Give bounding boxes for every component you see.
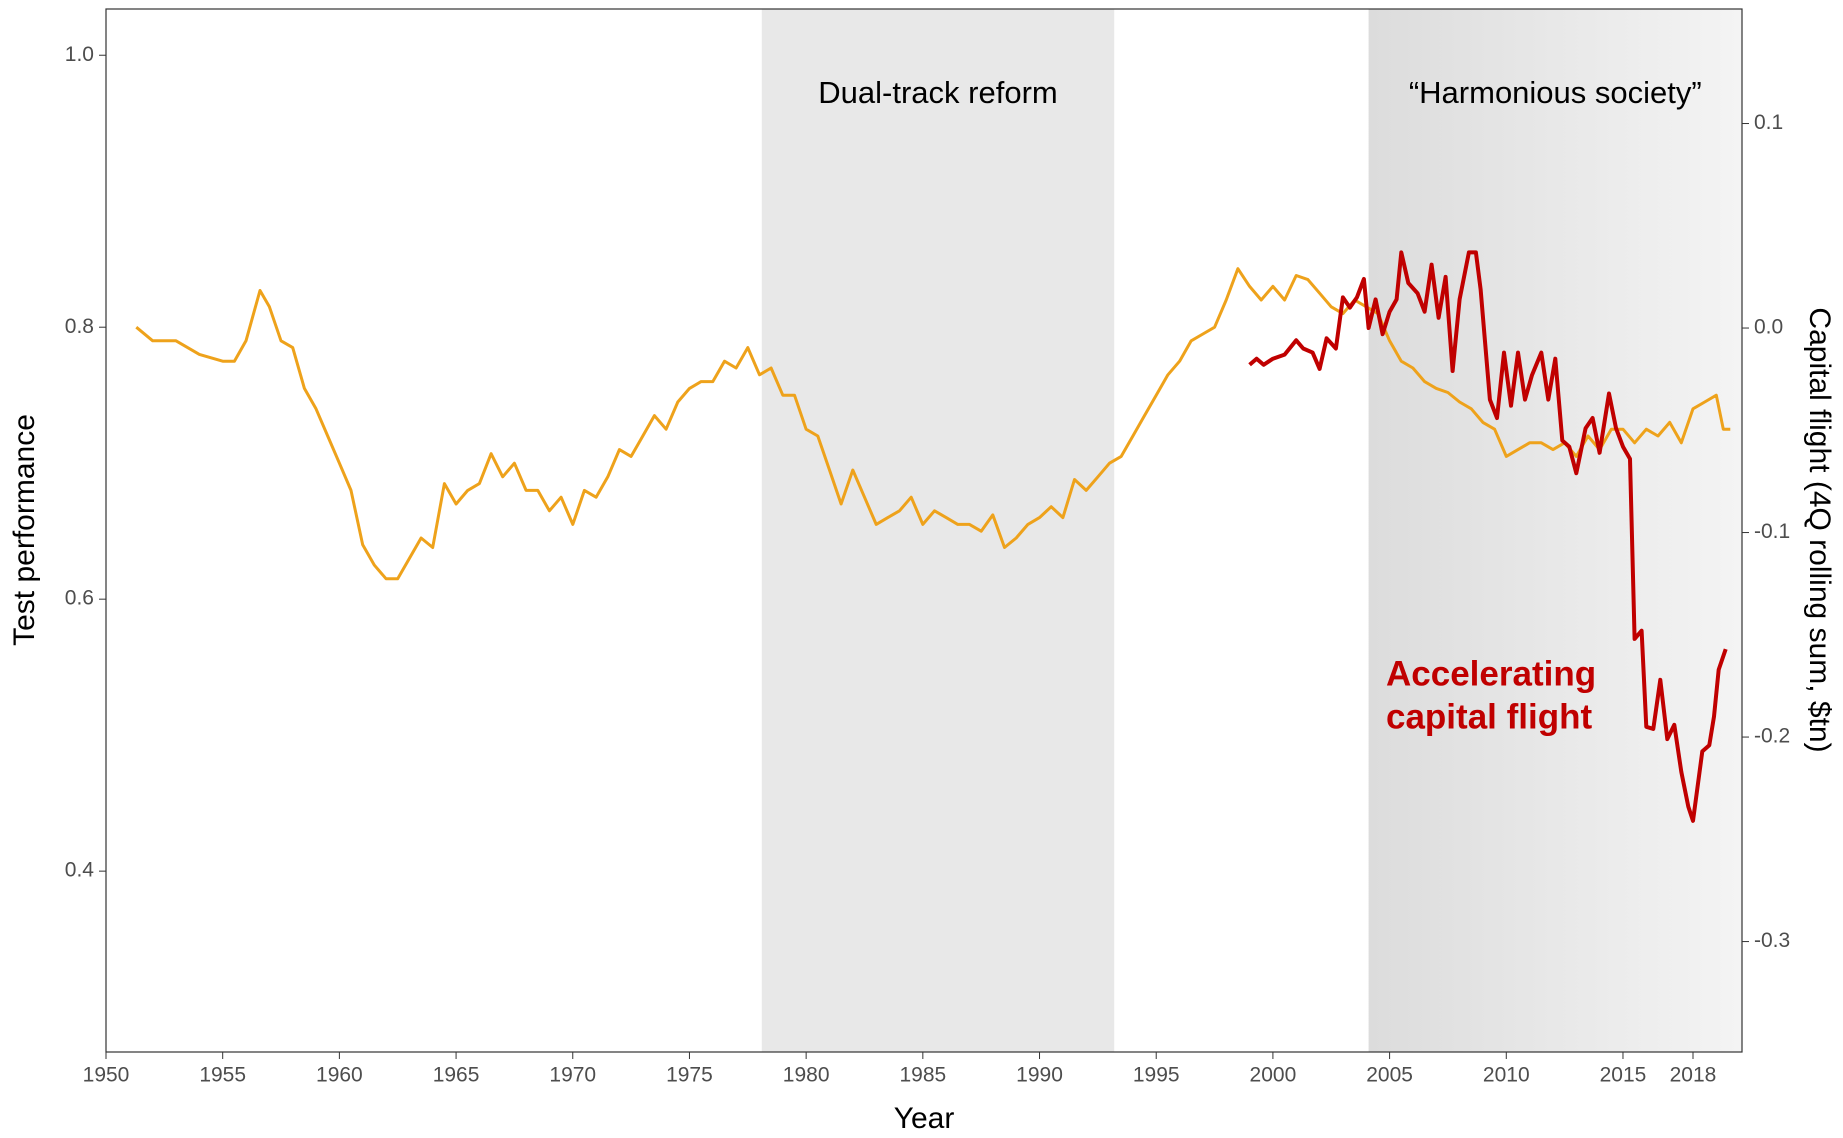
x-tick-label: 2010: [1483, 1064, 1530, 1087]
x-tick-label: 1980: [783, 1064, 830, 1087]
x-tick-label: 2015: [1600, 1064, 1647, 1087]
region-label: “Harmonious society”: [1409, 75, 1702, 110]
x-tick-label: 1990: [1016, 1064, 1063, 1087]
x-tick-label: 1985: [899, 1064, 946, 1087]
annotation: Accelerating: [1386, 654, 1596, 693]
region-label: Dual-track reform: [818, 75, 1057, 110]
x-tick-label: 1960: [316, 1064, 363, 1087]
y-tick-label: 1.0: [65, 43, 94, 66]
shaded-region: [1368, 9, 1742, 1052]
series-line: [135, 267, 1731, 581]
shaded-region: [761, 9, 1115, 1052]
y2-tick-label: -0.1: [1754, 520, 1790, 543]
y-tick-label: 0.8: [65, 315, 94, 338]
y2-tick-label: 0.0: [1754, 316, 1783, 339]
plot-frame: [105, 8, 1743, 1053]
x-tick-label: 1975: [666, 1064, 713, 1087]
x-axis-title: Year: [894, 1102, 955, 1135]
y2-tick-label: -0.3: [1754, 929, 1790, 952]
y-axis-title: Test performance: [8, 414, 41, 646]
x-tick-label: 2005: [1366, 1064, 1413, 1087]
x-tick-label: 2018: [1670, 1064, 1717, 1087]
x-tick-label: 1965: [433, 1064, 480, 1087]
x-tick-label: 1970: [549, 1064, 596, 1087]
y-tick-label: 0.4: [65, 859, 95, 882]
series-line: [1248, 250, 1728, 823]
annotation: capital flight: [1386, 697, 1592, 736]
y2-tick-label: -0.2: [1754, 725, 1790, 748]
y2-tick-label: 0.1: [1754, 111, 1783, 134]
x-tick-label: 1955: [199, 1064, 246, 1087]
x-tick-label: 1950: [83, 1064, 130, 1087]
y-tick-label: 0.6: [65, 587, 94, 610]
x-tick-label: 1995: [1133, 1064, 1180, 1087]
x-tick-label: 2000: [1250, 1064, 1297, 1087]
y2-axis-title: Capital flight (4Q rolling sum, $tn): [1803, 307, 1836, 752]
